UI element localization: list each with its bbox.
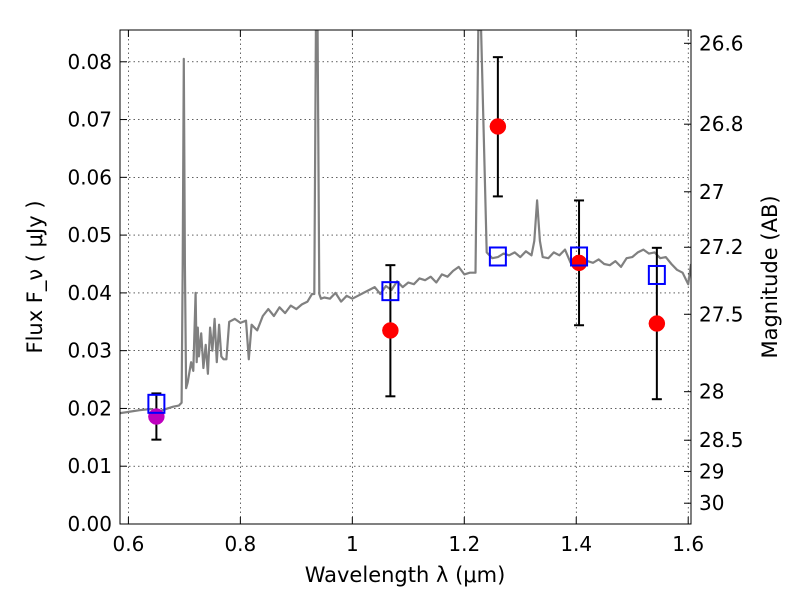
plot-background <box>120 30 691 524</box>
observed-point <box>489 118 507 135</box>
observed-point <box>148 408 165 425</box>
x-tick-label: 1.6 <box>672 532 704 556</box>
model-point <box>570 246 589 267</box>
observed-point <box>570 254 588 272</box>
right-tick-label: 30 <box>699 491 724 515</box>
right-axis-ticks: 26.6 26.8 27 27.2 27.5 28 28.5 29 30 <box>684 31 744 515</box>
right-axis-label: Magnitude (AB) <box>758 195 782 358</box>
right-tick-label: 28 <box>699 380 724 404</box>
y-axis-label: Flux F_ν ( μJy ) <box>23 200 48 353</box>
x-axis-label: Wavelength λ (μm) <box>305 563 506 587</box>
x-axis-ticks: 0.6 0.8 1 1.2 1.4 1.6 <box>112 30 704 556</box>
right-tick-label: 27.5 <box>699 302 744 326</box>
x-tick-label: 1.4 <box>560 532 592 556</box>
model-point <box>381 281 400 302</box>
y-axis-ticks: 0.00 0.01 0.02 0.03 0.04 0.05 0.06 0.07 0.08 <box>67 50 127 536</box>
y-tick-label: 0.00 <box>67 512 112 536</box>
model-point <box>647 264 666 285</box>
observed-point <box>648 315 666 332</box>
x-tick-label: 1.2 <box>448 532 480 556</box>
right-tick-label: 28.5 <box>699 428 744 452</box>
observed-point <box>382 322 399 339</box>
y-tick-label: 0.02 <box>67 396 112 420</box>
plot-area <box>120 30 691 441</box>
plot-frame <box>119 29 692 525</box>
model-point <box>147 393 166 414</box>
x-tick-label: 0.8 <box>224 532 256 556</box>
y-tick-label: 0.03 <box>67 339 112 363</box>
right-tick-label: 29 <box>699 459 724 483</box>
right-tick-label: 26.8 <box>699 112 744 136</box>
y-tick-label: 0.08 <box>67 50 112 74</box>
x-tick-label: 0.6 <box>112 532 144 556</box>
y-tick-label: 0.07 <box>67 108 112 132</box>
right-tick-label: 27.2 <box>699 235 744 259</box>
y-tick-label: 0.06 <box>67 165 112 189</box>
y-tick-label: 0.04 <box>67 281 112 305</box>
x-tick-label: 1 <box>346 532 359 556</box>
model-photometry-points <box>147 246 666 414</box>
y-tick-label: 0.01 <box>67 454 112 478</box>
model-point <box>488 246 507 267</box>
right-tick-label: 27 <box>699 180 724 204</box>
right-tick-label: 26.6 <box>699 31 744 55</box>
y-tick-label: 0.05 <box>67 223 112 247</box>
